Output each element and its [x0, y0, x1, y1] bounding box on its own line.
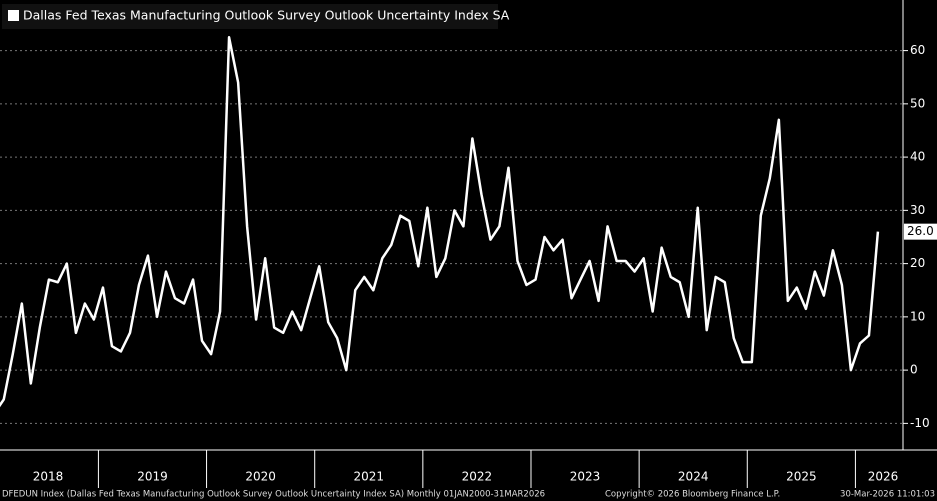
x-tick-label: 2021 [353, 470, 384, 484]
y-tick-label: 50 [910, 96, 925, 110]
y-tick-label: 40 [910, 150, 925, 164]
legend-title: Dallas Fed Texas Manufacturing Outlook S… [23, 8, 510, 23]
x-tick-label: 2018 [33, 470, 64, 484]
x-tick-label: 2026 [868, 470, 899, 484]
y-tick-label: 60 [910, 43, 925, 57]
series-line [0, 36, 880, 408]
y-tick-label: 20 [910, 256, 925, 270]
x-tick-label: 2023 [570, 470, 601, 484]
footer-left: DFEDUN Index (Dallas Fed Texas Manufactu… [2, 490, 545, 500]
y-tick-label: 0 [910, 363, 918, 377]
legend-swatch [8, 10, 19, 21]
last-value-box [904, 223, 937, 240]
x-tick-label: 2019 [137, 470, 168, 484]
last-value-label: 26.0 [907, 224, 934, 238]
y-tick-label: 30 [910, 203, 925, 217]
x-tick-label: 2024 [678, 470, 709, 484]
plot-area [0, 36, 880, 408]
y-tick-label: -10 [910, 416, 930, 430]
x-tick-label: 2020 [245, 470, 276, 484]
footer-center: Copyright© 2026 Bloomberg Finance L.P. [605, 490, 780, 500]
legend-box [2, 4, 498, 29]
y-tick-label: 10 [910, 309, 925, 323]
x-tick-label: 2022 [462, 470, 493, 484]
x-tick-label: 2025 [786, 470, 817, 484]
footer-right: 30-Mar-2026 11:01:03 [840, 490, 935, 500]
grid [0, 50, 903, 424]
